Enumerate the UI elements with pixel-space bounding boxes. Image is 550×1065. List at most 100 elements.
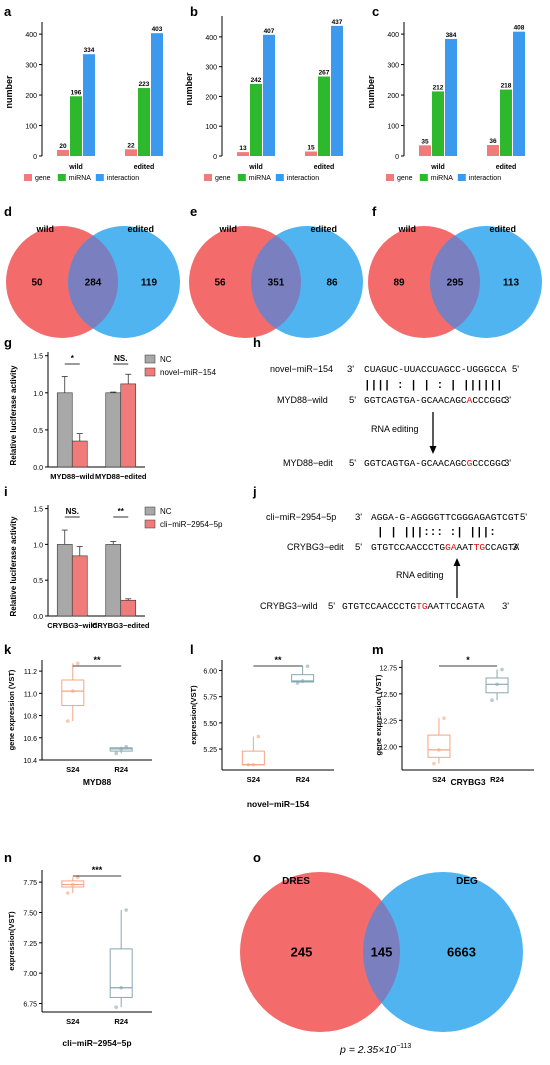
- base-pairing: | | |||::: :| |||:: [377, 527, 496, 539]
- seq-part: CAGTA: [456, 601, 485, 612]
- y-tick-label: 6.75: [23, 1002, 37, 1009]
- mirna-name: novel−miR−154: [270, 364, 333, 374]
- data-label: 35: [421, 138, 429, 145]
- seq-part: AAT: [457, 542, 474, 553]
- editing-label: RNA editing: [396, 570, 444, 580]
- box: [241, 750, 265, 766]
- data-label: 437: [332, 19, 343, 26]
- legend-label-nc: NC: [160, 355, 172, 364]
- venn-count-right: 86: [326, 277, 338, 288]
- bar-chart-c: 0 100 200 300 400 number 35 212 384 wild 36 218 408 e…: [366, 22, 525, 182]
- data-point: [66, 891, 70, 895]
- y-axis-label: number: [184, 72, 194, 106]
- bar-mirna: [250, 83, 262, 156]
- mirna-name: cli−miR−2954−5p: [266, 512, 336, 522]
- y-tick-label: 400: [387, 32, 399, 39]
- data-point: [305, 664, 310, 669]
- y-tick-label: 200: [25, 93, 37, 100]
- venn-diagram-o: 245 145 6663 DRES DEG: [240, 872, 523, 1032]
- y-tick-label: 12.75: [379, 665, 397, 672]
- x-tick-label: S24: [432, 775, 446, 784]
- panel-label-o: o: [253, 850, 261, 865]
- significance-label: **: [118, 507, 125, 516]
- venn-set-right: [363, 872, 523, 1032]
- x-tick-label: CRYBG3−edited: [92, 621, 150, 630]
- bar-interaction: [445, 38, 457, 156]
- venn-count-overlap: 145: [371, 944, 393, 959]
- edited-base: T: [474, 542, 480, 553]
- wild-end-left: 5': [349, 395, 356, 406]
- wild-end-right: 3': [502, 601, 509, 612]
- data-label: 218: [501, 83, 512, 90]
- bar-mirna: [70, 96, 82, 156]
- x-tick-label: wild: [68, 164, 83, 171]
- box-plot-l: 5.25 5.50 5.75 6.00 expression(VST) S24 R24 ** n…: [189, 655, 334, 809]
- y-axis-label: expression(VST): [189, 685, 198, 745]
- mirna-end-right: 5': [520, 512, 527, 523]
- mirna-sequence: AGGA-G-AGGGGTTCGGGAGAGTCGT: [371, 512, 520, 523]
- data-point: [71, 689, 75, 693]
- legend-label: interaction: [287, 175, 319, 182]
- y-tick-label: 7.75: [23, 880, 37, 887]
- venn-count-right: 6663: [447, 944, 476, 959]
- y-tick-label: 10.6: [23, 736, 37, 743]
- panel-label-c: c: [372, 4, 379, 19]
- data-point: [300, 679, 305, 683]
- bar-nc: [56, 544, 73, 617]
- y-tick-label: 100: [205, 124, 217, 131]
- venn-count-right: 119: [141, 277, 158, 288]
- y-tick-label: 0.5: [33, 428, 43, 435]
- wild-name: MYD88−wild: [277, 395, 328, 405]
- data-label: 196: [71, 89, 82, 96]
- luciferase-chart-g: 0.0 0.5 1.0 1.5 Relative luciferase activity…: [9, 352, 147, 481]
- y-tick-label: 5.75: [203, 695, 217, 702]
- legend-label-treat: novel−miR−154: [160, 368, 217, 377]
- y-tick-label: 5.50: [203, 721, 217, 728]
- editing-label: RNA editing: [371, 424, 419, 434]
- venn-count-overlap: 284: [85, 277, 102, 288]
- x-tick-label: S24: [247, 775, 261, 784]
- x-axis-label: novel−miR−154: [247, 799, 310, 809]
- y-tick-label: 300: [25, 63, 37, 70]
- legend-label: gene: [35, 175, 51, 182]
- y-tick-label: 400: [25, 32, 37, 39]
- seq-part: GGTCAGTGA-GCAACAGC: [364, 395, 467, 406]
- y-tick-label: 400: [205, 35, 217, 42]
- x-tick-label: MYD88−edited: [95, 472, 147, 481]
- y-tick-label: 0.0: [33, 465, 43, 472]
- x-tick-label: edited: [496, 164, 517, 171]
- panel-label-j: j: [252, 484, 257, 499]
- venn-set-label: DRES: [282, 876, 310, 887]
- venn-count-left: 50: [31, 277, 43, 288]
- x-axis-label: cli−miR−2954−5p: [62, 1038, 131, 1048]
- data-point: [124, 744, 128, 749]
- seq-part: CCCGGC: [472, 458, 507, 469]
- panel-label-b: b: [190, 4, 198, 19]
- y-axis-label: Relative luciferase activity: [9, 365, 18, 466]
- seq-part: AAT: [428, 601, 445, 612]
- panel-label-a: a: [4, 4, 12, 19]
- legend-label: miRNA: [69, 175, 91, 182]
- y-tick-label: 0.0: [33, 614, 43, 621]
- venn-diagram-e: 56 351 86 wild edited: [189, 224, 363, 338]
- y-axis-label: number: [4, 75, 14, 109]
- significance-label: *: [71, 354, 75, 363]
- y-axis-label: expression(VST): [7, 911, 16, 971]
- box-plot-m: 12.00 12.25 12.50 12.75 gene expression (VST…: [374, 655, 534, 787]
- legend-swatch: [95, 174, 104, 181]
- y-tick-label: 300: [205, 65, 217, 72]
- panel-label-n: n: [4, 850, 12, 865]
- mirna-end-left: 3': [347, 364, 354, 375]
- wild-end-left: 5': [328, 601, 335, 612]
- data-label: 334: [84, 47, 95, 54]
- legend-label: miRNA: [249, 175, 271, 182]
- significance-label: NS.: [114, 354, 127, 363]
- bar-gene: [419, 145, 431, 156]
- venn-set-left: [240, 872, 400, 1032]
- seq-part: GTGTCCAACCCTG: [371, 542, 445, 553]
- legend-g: NC novel−miR−154: [144, 354, 217, 377]
- arrowhead-icon: [429, 446, 437, 454]
- panel-label-d: d: [4, 204, 12, 219]
- data-label: 242: [251, 77, 262, 84]
- legend-swatch: [419, 174, 428, 181]
